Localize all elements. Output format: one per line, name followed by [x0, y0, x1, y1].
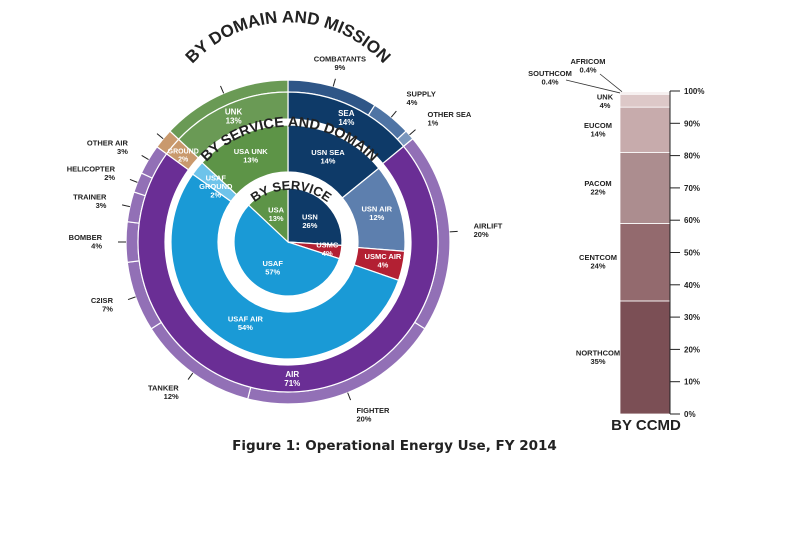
service-segment-usn	[287, 187, 343, 247]
tick-supply	[390, 110, 397, 118]
ccmd-label-africom: AFRICOM 0.4%	[571, 57, 606, 75]
label-fighter: FIGHTER 20%	[356, 406, 389, 424]
tick-other-sea	[409, 129, 416, 136]
tick-other-air	[141, 155, 149, 160]
ccmd-chart-title: BY CCMD	[611, 417, 681, 434]
service-domain-label-usn-sea: USN SEA 14%	[311, 148, 345, 166]
figure-caption: Figure 1: Operational Energy Use, FY 201…	[232, 438, 557, 454]
ccmd-ytick-label: 70%	[684, 184, 700, 193]
ccmd-bar-pacom	[619, 151, 671, 224]
ccmd-y-axis: 0% 10% 20% 30% 40% 50% 60% 70% 80% 90% 100%	[669, 87, 704, 419]
domain-label-unk: UNK 13%	[225, 107, 243, 125]
tick-trainer	[121, 204, 131, 208]
ccmd-ytick-label: 30%	[684, 313, 700, 322]
ccmd-label-pacom: PACOM 22%	[584, 179, 611, 197]
ccmd-label-centcom: CENTCOM 24%	[579, 253, 617, 271]
ccmd-ytick-label: 80%	[684, 152, 700, 161]
domain-label-ground: GROUND 2%	[168, 148, 199, 163]
label-trainer: TRAINER 3%	[73, 192, 107, 210]
inner-ring-service-segments	[233, 187, 343, 297]
ccmd-ytick-label: 10%	[684, 378, 700, 387]
label-other-sea: OTHER SEA 1%	[428, 110, 472, 128]
ccmd-ytick-label: 60%	[684, 216, 700, 225]
label-c2isr: C2ISR 7%	[91, 296, 114, 314]
tick-tanker	[187, 372, 194, 380]
domain-ring-segments	[137, 91, 439, 393]
service-domain-segment-usaf-air	[170, 173, 400, 360]
ccmd-leader-africom	[599, 73, 623, 92]
ccmd-label-northcom: NORTHCOM 35%	[576, 348, 620, 366]
ccmd-ytick-label: 40%	[684, 281, 700, 290]
domain-segment-air	[137, 145, 439, 393]
ccmd-segment-labels: NORTHCOM 35% CENTCOM 24% PACOM 22% EUCOM 14% UNK…	[528, 57, 623, 366]
ccmd-bar-unk	[619, 93, 671, 108]
label-supply: SUPPLY 4%	[407, 90, 436, 108]
domain-label-sea: SEA 14%	[338, 109, 355, 127]
label-airlift: AIRLIFT 20%	[474, 221, 503, 239]
ring-labels: COMBATANTS 9% SUPPLY 4% OTHER SEA 1% AIRLIFT 20…	[67, 54, 503, 423]
service-domain-label-usa-unk: USA UNK 13%	[234, 147, 268, 165]
ccmd-ytick-label: 0%	[684, 410, 696, 419]
service-segment-usaf	[233, 204, 341, 297]
tick-combatants	[332, 78, 336, 87]
tick-airlift	[449, 230, 458, 233]
service-domain-segment-usa-unk	[201, 124, 289, 196]
service-domain-label-usaf-ground: USAF GROUND 2%	[199, 173, 233, 199]
label-helicopter: HELICOPTER 2%	[67, 165, 116, 183]
label-other-air: OTHER AIR 3%	[87, 138, 129, 156]
label-tanker: TANKER 12%	[148, 383, 179, 401]
ccmd-bar-eucom	[619, 106, 671, 153]
ccmd-ytick-label: 100%	[684, 87, 704, 96]
tick-ground	[156, 133, 164, 140]
domain-label-air: AIR 71%	[284, 370, 300, 388]
service-domain-label-usn-air: USN AIR 12%	[362, 204, 393, 222]
service-label-usmc: USMC 4%	[316, 240, 339, 257]
tick-fighter	[347, 392, 352, 401]
ccmd-ytick-label: 50%	[684, 249, 700, 258]
label-bomber: BOMBER 4%	[69, 233, 103, 251]
ccmd-bar-northcom	[619, 300, 671, 415]
tick-helicopter	[129, 178, 138, 183]
service-label-usaf: USAF 57%	[263, 259, 284, 277]
tick-c2isr	[127, 296, 136, 301]
domain-segment-unk	[177, 91, 289, 159]
ccmd-stacked-bar	[619, 91, 671, 415]
ccmd-leader-southcom	[565, 79, 621, 94]
ccmd-label-unk: UNK 4%	[597, 93, 614, 111]
ccmd-bar-centcom	[619, 223, 671, 302]
tick-unk	[220, 85, 225, 94]
label-combatants: COMBATANTS 9%	[314, 54, 366, 72]
middle-ring-service-domain-segments	[170, 124, 406, 360]
ccmd-ytick-label: 90%	[684, 119, 700, 128]
ccmd-label-southcom: SOUTHCOM 0.4%	[528, 69, 572, 87]
service-domain-label-usaf-air: USAF AIR 54%	[228, 315, 264, 333]
ccmd-label-eucom: EUCOM 14%	[584, 121, 612, 139]
ccmd-ytick-label: 20%	[684, 345, 700, 354]
service-domain-label-usmc-air: USMC AIR 4%	[365, 252, 402, 270]
ccmd-bar-africom	[619, 91, 671, 94]
service-label-usa: USA 13%	[268, 205, 284, 223]
service-label-usn: USN 26%	[302, 212, 318, 230]
service-segment-usa	[247, 187, 289, 244]
mission-segment-bomber	[125, 221, 140, 263]
